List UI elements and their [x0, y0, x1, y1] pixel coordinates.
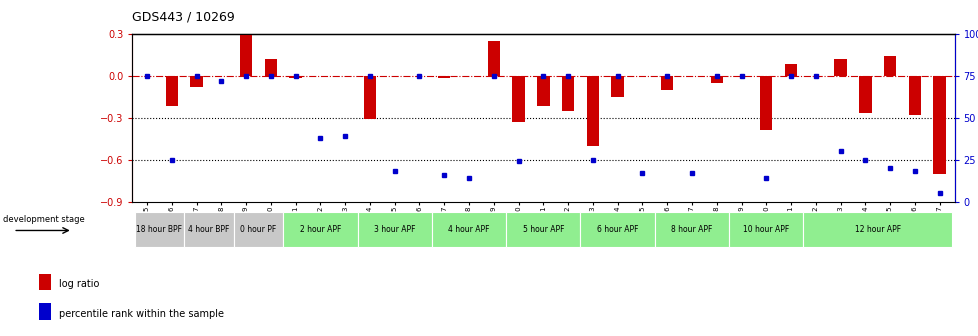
- Bar: [437, 76, 450, 78]
- Bar: [833, 59, 846, 76]
- Bar: [240, 35, 252, 76]
- Bar: [611, 76, 623, 97]
- Bar: [710, 76, 722, 83]
- Bar: [729, 212, 803, 247]
- Bar: [39, 303, 51, 320]
- Bar: [859, 76, 870, 114]
- Bar: [803, 212, 951, 247]
- Text: 0 hour PF: 0 hour PF: [241, 225, 277, 234]
- Bar: [759, 76, 772, 130]
- Text: 5 hour APF: 5 hour APF: [522, 225, 563, 234]
- Bar: [580, 212, 654, 247]
- Bar: [908, 76, 920, 115]
- Bar: [561, 76, 574, 111]
- Bar: [431, 212, 506, 247]
- Bar: [39, 274, 51, 290]
- Bar: [586, 76, 599, 145]
- Text: 3 hour APF: 3 hour APF: [374, 225, 415, 234]
- Bar: [506, 212, 580, 247]
- Text: percentile rank within the sample: percentile rank within the sample: [59, 309, 224, 319]
- Text: 4 hour APF: 4 hour APF: [448, 225, 489, 234]
- Bar: [135, 212, 184, 247]
- Text: 12 hour APF: 12 hour APF: [854, 225, 900, 234]
- Bar: [932, 76, 945, 174]
- Text: 2 hour APF: 2 hour APF: [299, 225, 340, 234]
- Bar: [190, 76, 202, 87]
- Bar: [487, 41, 500, 76]
- Text: 18 hour BPF: 18 hour BPF: [136, 225, 182, 234]
- Bar: [264, 59, 277, 76]
- Bar: [184, 212, 234, 247]
- Text: log ratio: log ratio: [59, 279, 99, 289]
- Text: GDS443 / 10269: GDS443 / 10269: [132, 10, 235, 24]
- Bar: [537, 76, 549, 107]
- Bar: [234, 212, 283, 247]
- Bar: [883, 56, 896, 76]
- Text: 6 hour APF: 6 hour APF: [597, 225, 638, 234]
- Bar: [511, 76, 524, 122]
- Bar: [283, 212, 357, 247]
- Bar: [660, 76, 673, 90]
- Bar: [654, 212, 729, 247]
- Text: 8 hour APF: 8 hour APF: [671, 225, 712, 234]
- Text: 4 hour BPF: 4 hour BPF: [188, 225, 230, 234]
- Text: development stage: development stage: [3, 215, 84, 224]
- Bar: [784, 65, 796, 76]
- Bar: [364, 76, 376, 119]
- Bar: [165, 76, 178, 107]
- Bar: [289, 76, 301, 78]
- Text: 10 hour APF: 10 hour APF: [742, 225, 788, 234]
- Bar: [357, 212, 431, 247]
